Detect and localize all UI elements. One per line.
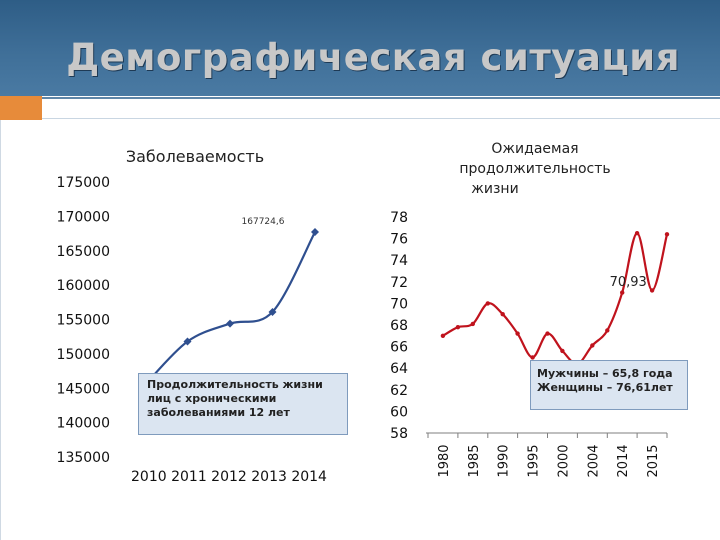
chart1-y-tick-label: 145000 [57,381,110,397]
chart2-point-marker [485,301,490,306]
chart2-annotation-men: Мужчины – 65,8 года [537,367,673,380]
chart1-y-axis: 135000 140000 145000 150000 155000 160000 1650… [57,175,110,466]
chart2-y-tick-label: 74 [390,253,408,269]
chart2-point-marker [500,312,505,317]
chart1-y-tick-label: 155000 [57,313,110,329]
chart2-y-tick-label: 76 [390,232,408,248]
chart2-point-marker [590,343,595,348]
chart2-point-marker [455,325,461,330]
chart2-y-tick-label: 70 [390,296,408,312]
chart1-point-marker [268,307,277,316]
chart2-point-marker [620,290,625,295]
chart2-x-tick-label: 1985 [467,444,482,477]
life-expectancy-chart: Ожидаемая продолжительность жизни 58 60 62… [390,141,670,478]
chart2-y-tick-label: 78 [390,210,408,226]
chart2-data-label: 70,93 [610,275,647,290]
chart1-y-tick-label: 135000 [57,450,110,466]
chart2-points [440,231,670,367]
chart2-y-tick-label: 68 [390,318,408,334]
chart1-annotation-text: Продолжительность жизни лиц с хронически… [147,378,323,419]
chart2-point-marker [664,232,670,237]
left-margin-line [0,120,1,540]
chart1-y-tick-label: 140000 [57,416,110,432]
chart2-point-marker [560,348,565,354]
chart1-series-line [144,231,316,386]
chart1-data-label: 167724,6 [242,217,285,227]
chart2-y-tick-label: 66 [390,340,408,356]
chart2-series-line [442,232,669,366]
chart2-point-marker [530,355,535,360]
accent-divider [42,97,720,99]
chart2-x-axis: 1980 1985 1990 1995 2000 2004 2014 2015 [427,433,668,478]
accent-divider-thin [42,118,720,119]
chart2-y-tick-label: 64 [390,361,408,377]
chart2-y-tick-label: 58 [390,426,408,442]
chart2-x-tick-label: 2015 [646,444,661,477]
chart1-points [141,228,319,389]
chart2-annotation-box: Мужчины – 65,8 года Женщины – 76,61лет [530,360,688,410]
chart2-point-marker [515,331,520,336]
chart2-point-marker [470,321,475,327]
chart2-x-tick-label: 1980 [437,444,452,477]
chart1-point-marker [226,319,234,328]
slide-title: Демографическая ситуация [66,36,680,79]
chart2-title-line-3: жизни [471,181,518,197]
chart1-y-tick-label: 150000 [57,347,110,363]
chart2-title-line-1: Ожидаемая [491,141,578,157]
accent-square [0,96,42,120]
morbidity-chart: Заболеваемость 1350001400001450001500001… [57,147,328,485]
chart1-y-tick-label: 175000 [57,175,110,191]
chart2-title-line-2: продолжительность [459,161,610,177]
chart1-x-axis-labels: 2010 2011 2012 2013 2014 [131,469,327,485]
chart1-y-tick-label: 165000 [57,244,110,260]
chart2-y-axis: 58 60 62 64 66 68 70 72 74 76 78 [390,210,408,442]
chart1-y-tick-label: 160000 [57,278,110,294]
chart2-point-marker [649,288,655,293]
chart2-x-tick-label: 2000 [556,444,571,477]
chart2-x-tick-label: 2004 [586,444,601,477]
chart2-point-marker [634,231,640,236]
chart2-point-marker [440,333,446,338]
chart2-x-tick-label: 2014 [616,444,631,477]
chart2-x-tick-label: 1990 [497,444,512,477]
chart2-annotation-women: Женщины – 76,61лет [537,381,673,394]
chart1-annotation-box: Продолжительность жизни лиц с хронически… [138,373,348,435]
chart2-y-tick-label: 62 [390,383,408,399]
chart2-point-marker [545,331,550,336]
chart1-title: Заболеваемость [126,147,264,166]
title-banner [0,0,720,96]
chart1-y-tick-label: 170000 [57,209,110,225]
chart2-y-tick-label: 72 [390,275,408,291]
chart1-point-marker [183,337,192,346]
chart2-y-tick-label: 60 [390,404,408,420]
chart1-point-marker [311,228,319,237]
chart2-point-marker [605,328,610,333]
chart2-x-tick-label: 1995 [527,444,542,477]
